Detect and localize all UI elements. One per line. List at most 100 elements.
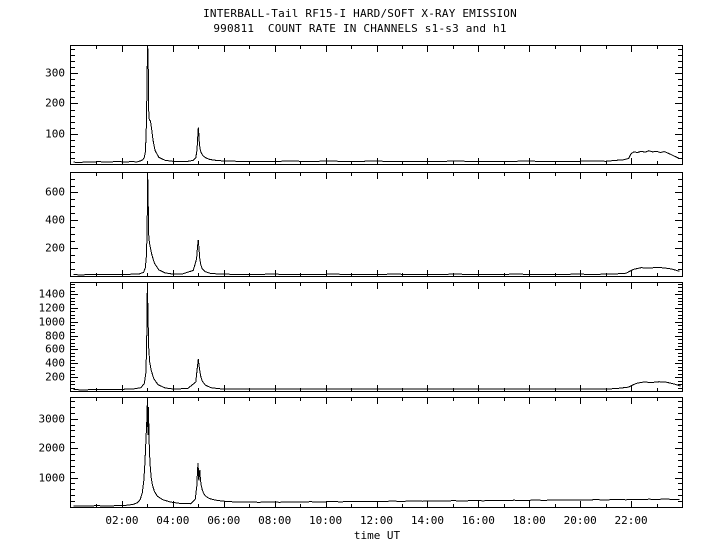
ytick-minor-s3 <box>71 349 75 350</box>
ytick-minor-s2 <box>678 227 682 228</box>
xtick-h1-22 <box>631 501 632 507</box>
ytick-label-s3-1200: 1200 <box>38 301 66 315</box>
ytick-minor-s3 <box>678 304 682 305</box>
ytick-minor-s1 <box>71 49 75 50</box>
xtick-minor-s2 <box>300 173 301 176</box>
xtick-h1-20 <box>580 398 581 404</box>
xtick-minor-s1 <box>555 46 556 49</box>
series-line-h1 <box>74 398 680 506</box>
ytick-minor-s3 <box>71 377 75 378</box>
ytick-minor-s1 <box>678 73 682 74</box>
ytick-minor-s3 <box>678 377 682 378</box>
ytick-minor-s3 <box>71 384 75 385</box>
ytick-minor-h1 <box>678 507 682 508</box>
ytick-minor-h1 <box>678 466 682 467</box>
xtick-s1-8 <box>275 158 276 164</box>
ytick-minor-h1 <box>71 472 75 473</box>
ytick-minor-h1 <box>71 448 75 449</box>
xtick-h1-8 <box>275 398 276 404</box>
ytick-label-s3-800: 800 <box>45 329 65 343</box>
xtick-s1-10 <box>326 46 327 52</box>
plot-panel-s2 <box>70 172 683 277</box>
ytick-minor-s3 <box>678 311 682 312</box>
xtick-minor-h1 <box>657 398 658 401</box>
ytick-minor-s2 <box>678 255 682 256</box>
ytick-minor-s1 <box>678 49 682 50</box>
ytick-minor-s3 <box>71 360 75 361</box>
ytick-minor-s3 <box>678 367 682 368</box>
xtick-minor-s1 <box>351 46 352 49</box>
xtick-minor-h1 <box>249 398 250 401</box>
ytick-minor-h1 <box>71 478 75 479</box>
ytick-minor-s3 <box>678 294 682 295</box>
series-line-s1 <box>74 46 680 162</box>
xtick-minor-h1 <box>504 398 505 401</box>
ytick-minor-s2 <box>71 248 75 249</box>
xtick-h1-18 <box>529 398 530 404</box>
ytick-minor-s3 <box>678 315 682 316</box>
ytick-minor-s3 <box>71 388 75 389</box>
xtick-h1-4 <box>173 398 174 404</box>
xtick-minor-h1 <box>351 504 352 507</box>
xtick-s1-6 <box>224 46 225 52</box>
xtick-minor-h1 <box>606 504 607 507</box>
ytick-minor-s1 <box>678 85 682 86</box>
xtick-minor-h1 <box>402 398 403 401</box>
xtick-s3-8 <box>275 385 276 391</box>
ytick-minor-s2 <box>678 248 682 249</box>
ytick-minor-s1 <box>678 122 682 123</box>
ytick-label-s2-200: 200 <box>45 241 65 255</box>
ytick-minor-s2 <box>71 213 75 214</box>
ytick-minor-h1 <box>678 495 682 496</box>
series-line-s3 <box>74 283 681 390</box>
ytick-minor-s1 <box>71 79 75 80</box>
ytick-minor-s2 <box>678 241 682 242</box>
xtick-s1-2 <box>122 158 123 164</box>
xtick-s2-12 <box>377 173 378 179</box>
series-s3 <box>71 283 682 391</box>
ytick-minor-s2 <box>678 186 682 187</box>
ytick-minor-s1 <box>71 164 75 165</box>
ytick-minor-s3 <box>678 346 682 347</box>
xtick-minor-s1 <box>147 161 148 164</box>
ytick-minor-s3 <box>678 318 682 319</box>
xtick-minor-s3 <box>453 388 454 391</box>
ytick-minor-h1 <box>678 407 682 408</box>
ytick-minor-s1 <box>678 67 682 68</box>
xtick-minor-s3 <box>453 283 454 286</box>
ytick-minor-s3 <box>71 315 75 316</box>
xtick-s1-22 <box>631 158 632 164</box>
xtick-minor-s1 <box>657 161 658 164</box>
xtick-s1-4 <box>173 46 174 52</box>
ytick-minor-s3 <box>678 284 682 285</box>
plot-panel-h1 <box>70 397 683 508</box>
xtick-label-1800: 18:00 <box>512 514 546 527</box>
ytick-minor-s3 <box>71 287 75 288</box>
ytick-minor-s1 <box>71 85 75 86</box>
xtick-minor-h1 <box>453 504 454 507</box>
xtick-s3-20 <box>580 283 581 289</box>
ytick-minor-s3 <box>71 374 75 375</box>
ytick-minor-s1 <box>71 97 75 98</box>
ytick-minor-s3 <box>678 353 682 354</box>
xtick-h1-2 <box>122 501 123 507</box>
ytick-minor-s3 <box>678 388 682 389</box>
ytick-minor-s3 <box>678 287 682 288</box>
xtick-minor-s1 <box>198 161 199 164</box>
ytick-minor-s1 <box>678 116 682 117</box>
ytick-minor-s2 <box>678 213 682 214</box>
xtick-s3-18 <box>529 283 530 289</box>
xtick-s2-14 <box>427 173 428 179</box>
xtick-minor-h1 <box>198 398 199 401</box>
xtick-label-1000: 10:00 <box>309 514 343 527</box>
xtick-minor-s1 <box>606 161 607 164</box>
xtick-s2-10 <box>326 270 327 276</box>
xtick-s3-22 <box>631 283 632 289</box>
ytick-minor-s1 <box>71 103 75 104</box>
xtick-s2-8 <box>275 173 276 179</box>
xtick-minor-h1 <box>555 398 556 401</box>
xtick-s2-6 <box>224 173 225 179</box>
xtick-minor-s1 <box>96 46 97 49</box>
ytick-minor-h1 <box>678 425 682 426</box>
ytick-minor-s2 <box>678 269 682 270</box>
